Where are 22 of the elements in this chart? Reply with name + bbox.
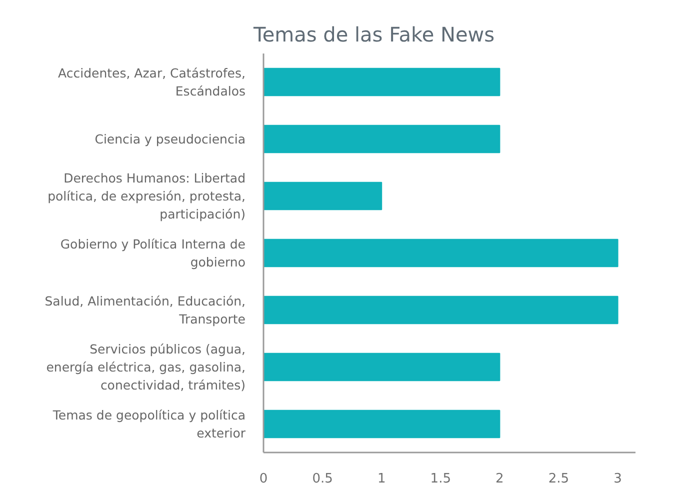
x-tick-label: 3 [614,472,622,486]
x-tick-label: 1 [377,472,386,486]
bar [264,238,618,268]
bar [264,124,500,154]
y-tick-label: Ciencia y pseudociencia [94,132,246,146]
bar [264,410,500,438]
x-tick-label: 1.5 [430,472,451,486]
y-tick-label: Gobierno y Política Interna de gobierno [60,236,246,270]
y-tick-label: Salud, Alimentación, Educación, Transporte [44,294,246,326]
x-tick-label: 2.5 [548,472,570,486]
y-tick-label: Derechos Humanos: Libertad política, de expresión, protesta, participación) [48,170,246,222]
y-tick-label: Temas de geopolítica y política exterior [52,408,246,440]
y-tick-label: Servicios públicos (agua, energía eléctrica, gas, gasolina, conectividad, trámites) [46,342,246,392]
bar [264,182,382,210]
y-tick-label: Accidentes, Azar, Catástrofes, Escándalos [58,66,246,98]
chart-title: Temas de las Fake News [252,22,495,46]
x-tick-label: 2 [496,472,504,486]
x-tick-label: 0 [259,472,268,486]
bar [264,68,500,96]
bar [264,352,500,382]
x-tick-label: 0.5 [312,472,333,486]
bar [264,296,618,324]
